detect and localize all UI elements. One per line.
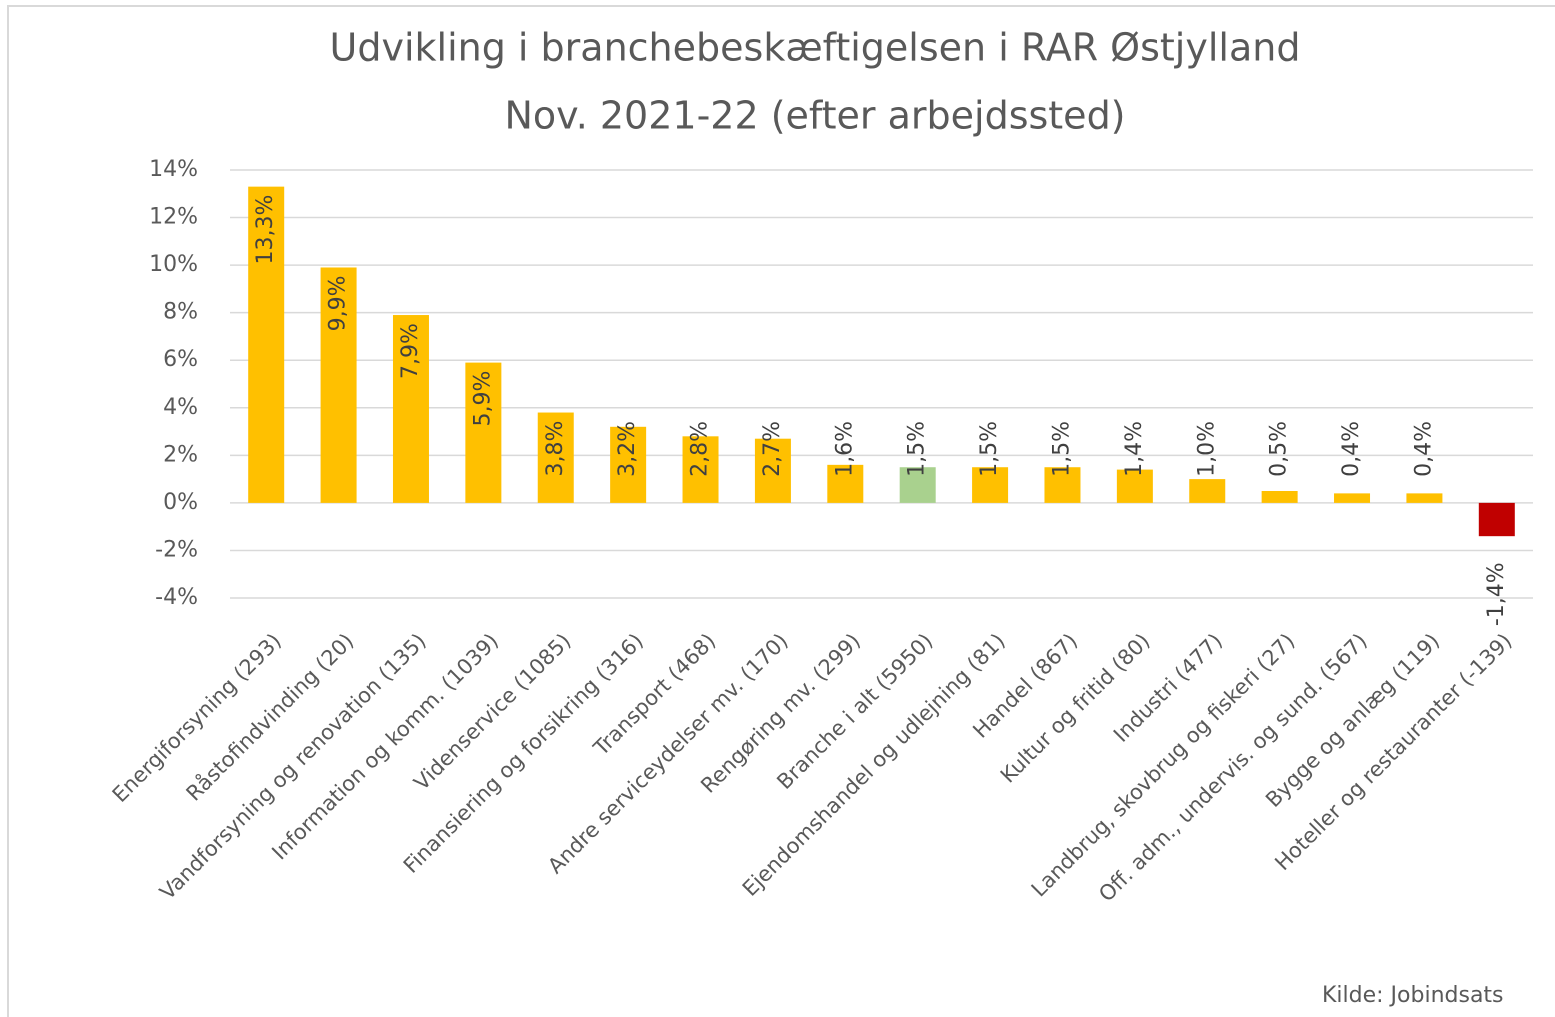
- data-label: 0,4%: [1339, 421, 1364, 477]
- data-label: -1,4%: [1484, 562, 1509, 626]
- bar: [1334, 493, 1371, 503]
- data-label: 1,4%: [1122, 421, 1147, 477]
- y-tick-label: 6%: [163, 347, 198, 372]
- bar: [320, 267, 357, 503]
- bar: [972, 467, 1009, 503]
- bar: [1189, 479, 1226, 503]
- data-label: 3,8%: [543, 421, 568, 477]
- y-tick-label: -4%: [155, 585, 198, 610]
- data-label: 9,9%: [326, 275, 351, 331]
- bar: [1406, 493, 1443, 503]
- data-label: 7,9%: [398, 323, 423, 379]
- bar: [899, 467, 936, 503]
- data-label: 1,5%: [1049, 421, 1074, 477]
- bar: [827, 464, 864, 503]
- bar: [465, 362, 502, 503]
- data-label: 1,5%: [905, 421, 930, 477]
- chart-frame: [7, 5, 1555, 1017]
- y-tick-label: 0%: [163, 490, 198, 515]
- data-label: 3,2%: [615, 421, 640, 477]
- y-tick-label: 12%: [149, 205, 198, 230]
- y-tick-label: 14%: [149, 157, 198, 182]
- y-tick-label: -2%: [155, 537, 198, 562]
- bar: [682, 436, 719, 503]
- data-label: 1,5%: [977, 421, 1002, 477]
- data-label: 13,3%: [253, 195, 278, 265]
- data-label: 0,5%: [1267, 421, 1292, 477]
- bar: [754, 438, 791, 503]
- bar: [392, 315, 429, 503]
- y-tick-label: 10%: [149, 252, 198, 277]
- y-tick-label: 2%: [163, 442, 198, 467]
- data-label: 5,9%: [470, 371, 495, 427]
- chart-title: Udvikling i branchebeskæftigelsen i RAR …: [330, 26, 1301, 70]
- bar: [248, 186, 285, 503]
- data-label: 1,6%: [832, 421, 857, 477]
- bar: [1044, 467, 1081, 503]
- bar: [1261, 491, 1298, 503]
- data-label: 2,7%: [760, 421, 785, 477]
- bar: [1478, 502, 1515, 537]
- data-label: 0,4%: [1411, 421, 1436, 477]
- bar: [1116, 469, 1153, 503]
- y-tick-label: 8%: [163, 300, 198, 325]
- y-tick-label: 4%: [163, 395, 198, 420]
- bar: [537, 412, 574, 503]
- chart-subtitle: Nov. 2021-22 (efter arbejdssted): [504, 94, 1125, 138]
- bar: [610, 426, 647, 503]
- data-label: 2,8%: [688, 421, 713, 477]
- data-label: 1,0%: [1194, 421, 1219, 477]
- source-note: Kilde: Jobindsats: [1322, 983, 1504, 1008]
